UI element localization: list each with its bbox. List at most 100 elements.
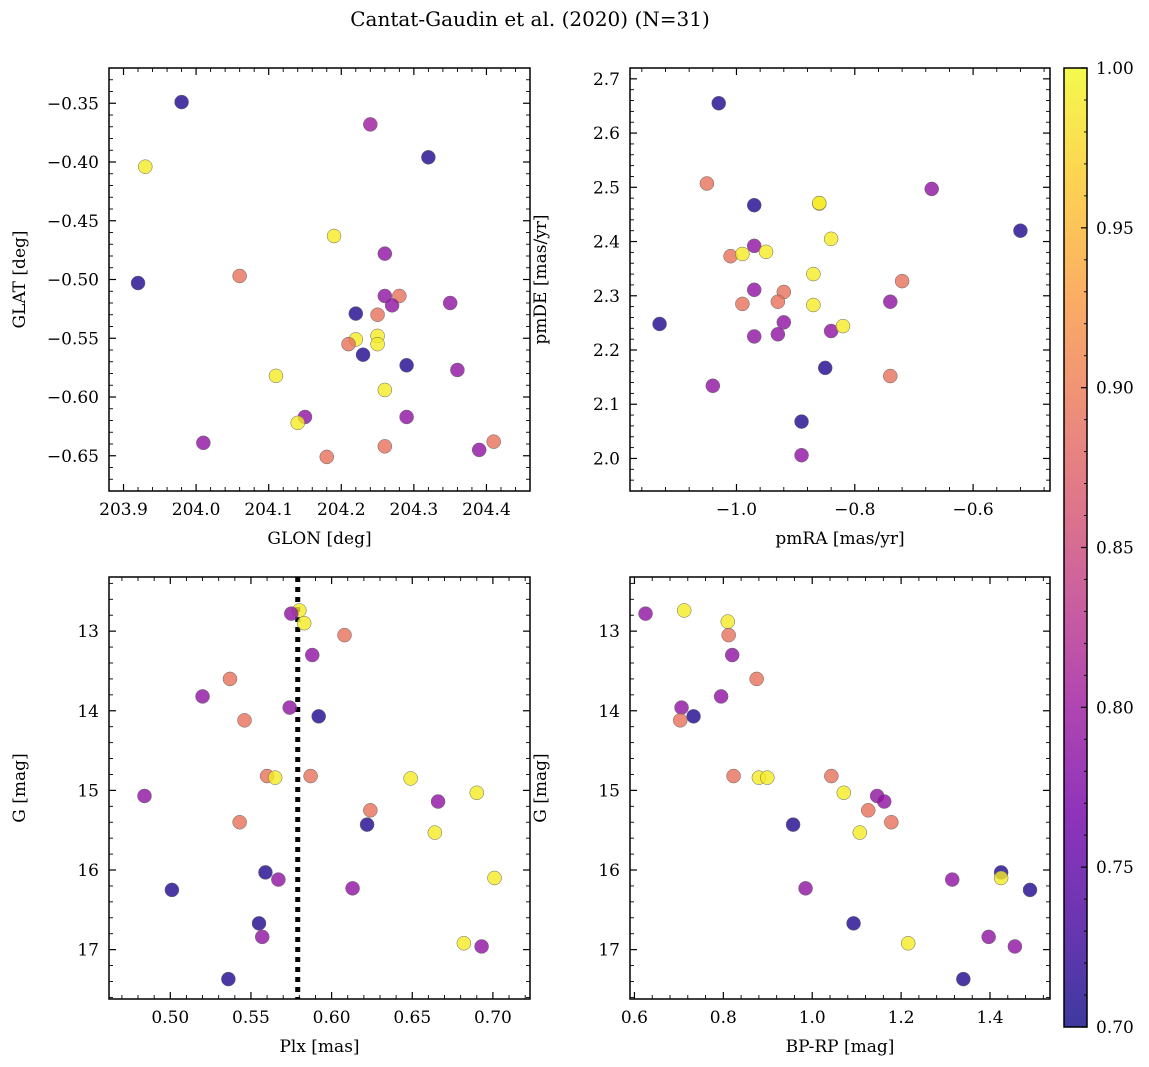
y-axis-label: pmDE [mas/yr] xyxy=(531,214,551,344)
y-tick-label: 2.2 xyxy=(593,341,620,361)
scatter-point xyxy=(370,307,385,322)
x-tick-label: 1.4 xyxy=(976,1008,1003,1028)
scatter-point xyxy=(284,606,299,621)
y-tick-label: 15 xyxy=(77,781,99,801)
y-tick-label: 2.3 xyxy=(593,287,620,307)
scatter-point xyxy=(823,231,839,247)
x-tick-label: 204.2 xyxy=(317,500,366,520)
scatter-point xyxy=(267,770,283,785)
panel-frame xyxy=(108,576,531,1000)
scatter-point xyxy=(746,238,762,254)
scatter-point xyxy=(806,266,821,282)
scatter-point xyxy=(785,817,801,832)
colorbar-tick-label: 0.90 xyxy=(1096,379,1134,399)
colorbar-tick-label: 1.00 xyxy=(1096,59,1134,79)
scatter-point xyxy=(430,794,446,809)
x-tick-label: 1.0 xyxy=(799,1008,826,1028)
y-tick-label: −0.60 xyxy=(47,388,99,408)
scatter-point xyxy=(944,872,960,887)
scatter-point xyxy=(326,228,342,244)
scatter-point xyxy=(130,275,146,291)
scatter-point xyxy=(196,435,211,451)
colorbar-tick-label: 0.70 xyxy=(1096,1018,1134,1038)
y-tick-label: −0.45 xyxy=(47,212,99,232)
scatter-point xyxy=(835,318,851,334)
x-tick-label: 0.6 xyxy=(621,1008,648,1028)
scatter-point xyxy=(377,439,393,454)
scatter-point xyxy=(674,700,689,715)
scatter-point xyxy=(442,295,458,311)
panel-frame xyxy=(629,576,1051,1000)
scatter-point xyxy=(399,358,414,373)
x-tick-label: 204.0 xyxy=(172,500,221,520)
scatter-point xyxy=(359,817,375,832)
scatter-point xyxy=(672,713,688,728)
scatter-point xyxy=(1007,939,1023,954)
scatter-point xyxy=(798,881,813,896)
scatter-point xyxy=(836,785,852,801)
scatter-point xyxy=(723,248,738,264)
scatter-point xyxy=(427,825,443,840)
scatter-point xyxy=(956,971,971,987)
scatter-point xyxy=(282,700,297,715)
x-tick-label: 1.2 xyxy=(888,1008,915,1028)
scatter-point xyxy=(232,814,247,830)
scatter-point xyxy=(860,803,876,818)
scatter-point xyxy=(232,268,247,284)
chart-panels: 203.9 204.0 204.1 204.2 204.3 204.4−0.65−0.60… xyxy=(10,67,1051,1057)
scatter-point xyxy=(1013,223,1028,238)
scatter-point xyxy=(348,306,364,321)
y-tick-label: 13 xyxy=(77,622,99,642)
x-axis-label: GLON [deg] xyxy=(267,529,371,549)
scatter-point xyxy=(720,614,736,629)
x-tick-label: 0.70 xyxy=(474,1008,512,1028)
scatter-point xyxy=(384,298,400,313)
scatter-point xyxy=(138,159,153,174)
scatter-point xyxy=(377,246,393,261)
scatter-point xyxy=(345,881,360,896)
scatter-point xyxy=(319,449,335,465)
scatter-point xyxy=(846,916,861,931)
scatter-point xyxy=(883,294,898,309)
scatter-point xyxy=(726,768,741,784)
scatter-point xyxy=(450,362,465,378)
x-tick-label: 0.50 xyxy=(151,1008,189,1028)
colorbar: 0.70 0.75 0.80 0.85 0.90 0.95 1.00 xyxy=(1063,59,1134,1038)
panel-frame xyxy=(108,67,531,492)
colorbar-tick-label: 0.95 xyxy=(1096,219,1134,239)
scatter-point xyxy=(195,689,210,704)
scatter-point xyxy=(403,771,418,786)
panel-glon-glat: 203.9 204.0 204.1 204.2 204.3 204.4 −0.65 −0.60… xyxy=(10,67,531,549)
scatter-point xyxy=(711,96,726,111)
scatter-point xyxy=(652,316,667,332)
scatter-point xyxy=(746,197,762,213)
y-tick-label: −0.50 xyxy=(47,271,99,291)
y-tick-label: −0.35 xyxy=(47,94,99,114)
scatter-point xyxy=(1022,882,1038,898)
panel-pmra-pmde: −1.0 −0.8 −0.6 2.0 2.1 2.2 2.3 2.4 2.5 2.6 2.7 pmRA… xyxy=(531,67,1051,549)
colorbar-tick-label: 0.80 xyxy=(1096,698,1134,718)
scatter-point xyxy=(746,329,762,344)
panel-bprp-g: 0.6 0.8 1.0 1.2 1.4 13 14 15 16 17 BP-RP [mag] G [m… xyxy=(531,576,1051,1057)
scatter-point xyxy=(303,768,318,784)
scatter-point xyxy=(735,246,750,262)
y-tick-label: 2.7 xyxy=(593,70,620,90)
scatter-point xyxy=(735,296,750,312)
x-tick-label: 203.9 xyxy=(99,500,148,520)
scatter-point xyxy=(355,347,371,362)
scatter-point xyxy=(724,647,740,663)
scatter-point xyxy=(271,872,286,887)
scatter-point xyxy=(817,360,833,376)
y-tick-label: 15 xyxy=(598,781,620,801)
scatter-point xyxy=(676,603,692,618)
scatter-point xyxy=(251,916,267,931)
scatter-point xyxy=(852,825,868,840)
scatter-point xyxy=(164,882,180,898)
x-tick-label: 204.1 xyxy=(244,500,293,520)
scatter-point xyxy=(900,936,916,951)
scatter-point xyxy=(993,870,1009,886)
scatter-point xyxy=(311,709,326,724)
scatter-point xyxy=(749,671,764,687)
scatter-point xyxy=(370,336,385,352)
